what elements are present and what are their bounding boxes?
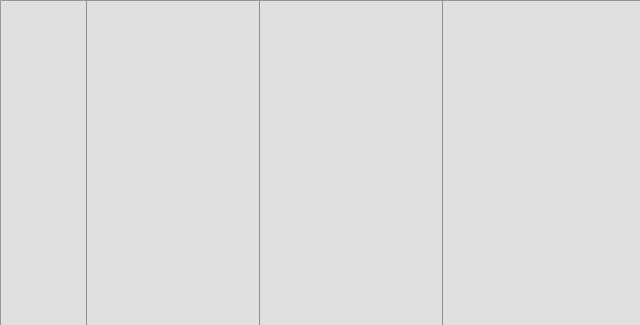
Bar [86, 0, 259, 325]
Bar [259, 0, 442, 325]
Bar [0, 0, 86, 325]
Bar [442, 0, 640, 325]
